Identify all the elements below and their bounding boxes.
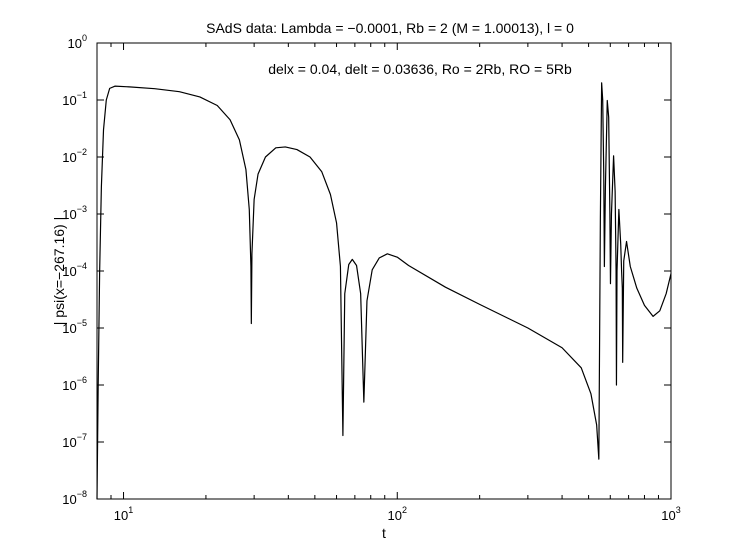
y-tick-label-base: 10 [68, 36, 82, 51]
y-tick-label-exponent: −4 [77, 261, 87, 271]
y-tick-label-exponent: −2 [77, 147, 87, 157]
y-tick-label-exponent: −5 [77, 318, 87, 328]
y-tick-label-exponent: −6 [77, 375, 87, 385]
y-tick-label-exponent: −8 [77, 489, 87, 499]
y-tick-label: 10−1 [62, 90, 87, 108]
y-tick-label: 10−5 [62, 318, 87, 336]
y-tick-label: 10−7 [62, 432, 87, 450]
tick-label-group: 101 102 10310−810−710−610−510−410−310−210−… [62, 33, 680, 523]
y-tick-label: 10−2 [62, 147, 87, 165]
x-tick-label-exponent: 1 [128, 505, 133, 515]
y-tick-label: 10−3 [62, 204, 87, 222]
y-tick-label-exponent: −1 [77, 90, 87, 100]
y-tick-label-base: 10 [62, 378, 76, 393]
y-tick-label-base: 10 [62, 435, 76, 450]
x-tick-label-base: 10 [388, 508, 402, 523]
y-axis-label: | psi(x=−267.16) | [51, 217, 67, 325]
x-tick-label-base: 10 [114, 508, 128, 523]
y-tick-label: 10−4 [62, 261, 87, 279]
y-tick-label-base: 10 [62, 321, 76, 336]
y-tick-label: 100 [68, 33, 87, 51]
y-tick-label-base: 10 [62, 93, 76, 108]
y-tick-label: 10−6 [62, 375, 87, 393]
plot-annotation: delx = 0.04, delt = 0.03636, Ro = 2Rb, R… [268, 61, 572, 77]
x-axis-label: t [382, 525, 386, 541]
chart-title: SAdS data: Lambda = −0.0001, Rb = 2 (M =… [206, 20, 574, 36]
series-group [96, 82, 672, 500]
x-tick-label-exponent: 2 [402, 505, 407, 515]
y-tick-label-base: 10 [62, 264, 76, 279]
y-tick-label-exponent: −7 [77, 432, 87, 442]
plot-area: delx = 0.04, delt = 0.03636, Ro = 2Rb, R… [62, 33, 680, 523]
y-tick-label-exponent: 0 [82, 33, 87, 43]
x-tick-label-base: 10 [661, 508, 675, 523]
y-tick-label-exponent: −3 [77, 204, 87, 214]
y-tick-label-base: 10 [62, 207, 76, 222]
y-tick-label: 10−8 [62, 489, 87, 507]
series-line [96, 82, 672, 500]
y-tick-label-base: 10 [62, 150, 76, 165]
tick-group [96, 43, 671, 499]
y-tick-label-base: 10 [62, 492, 76, 507]
x-tick-label: 103 [661, 505, 680, 523]
x-tick-label-exponent: 3 [676, 505, 681, 515]
x-tick-label: 102 [388, 505, 407, 523]
x-tick-label: 101 [114, 505, 133, 523]
